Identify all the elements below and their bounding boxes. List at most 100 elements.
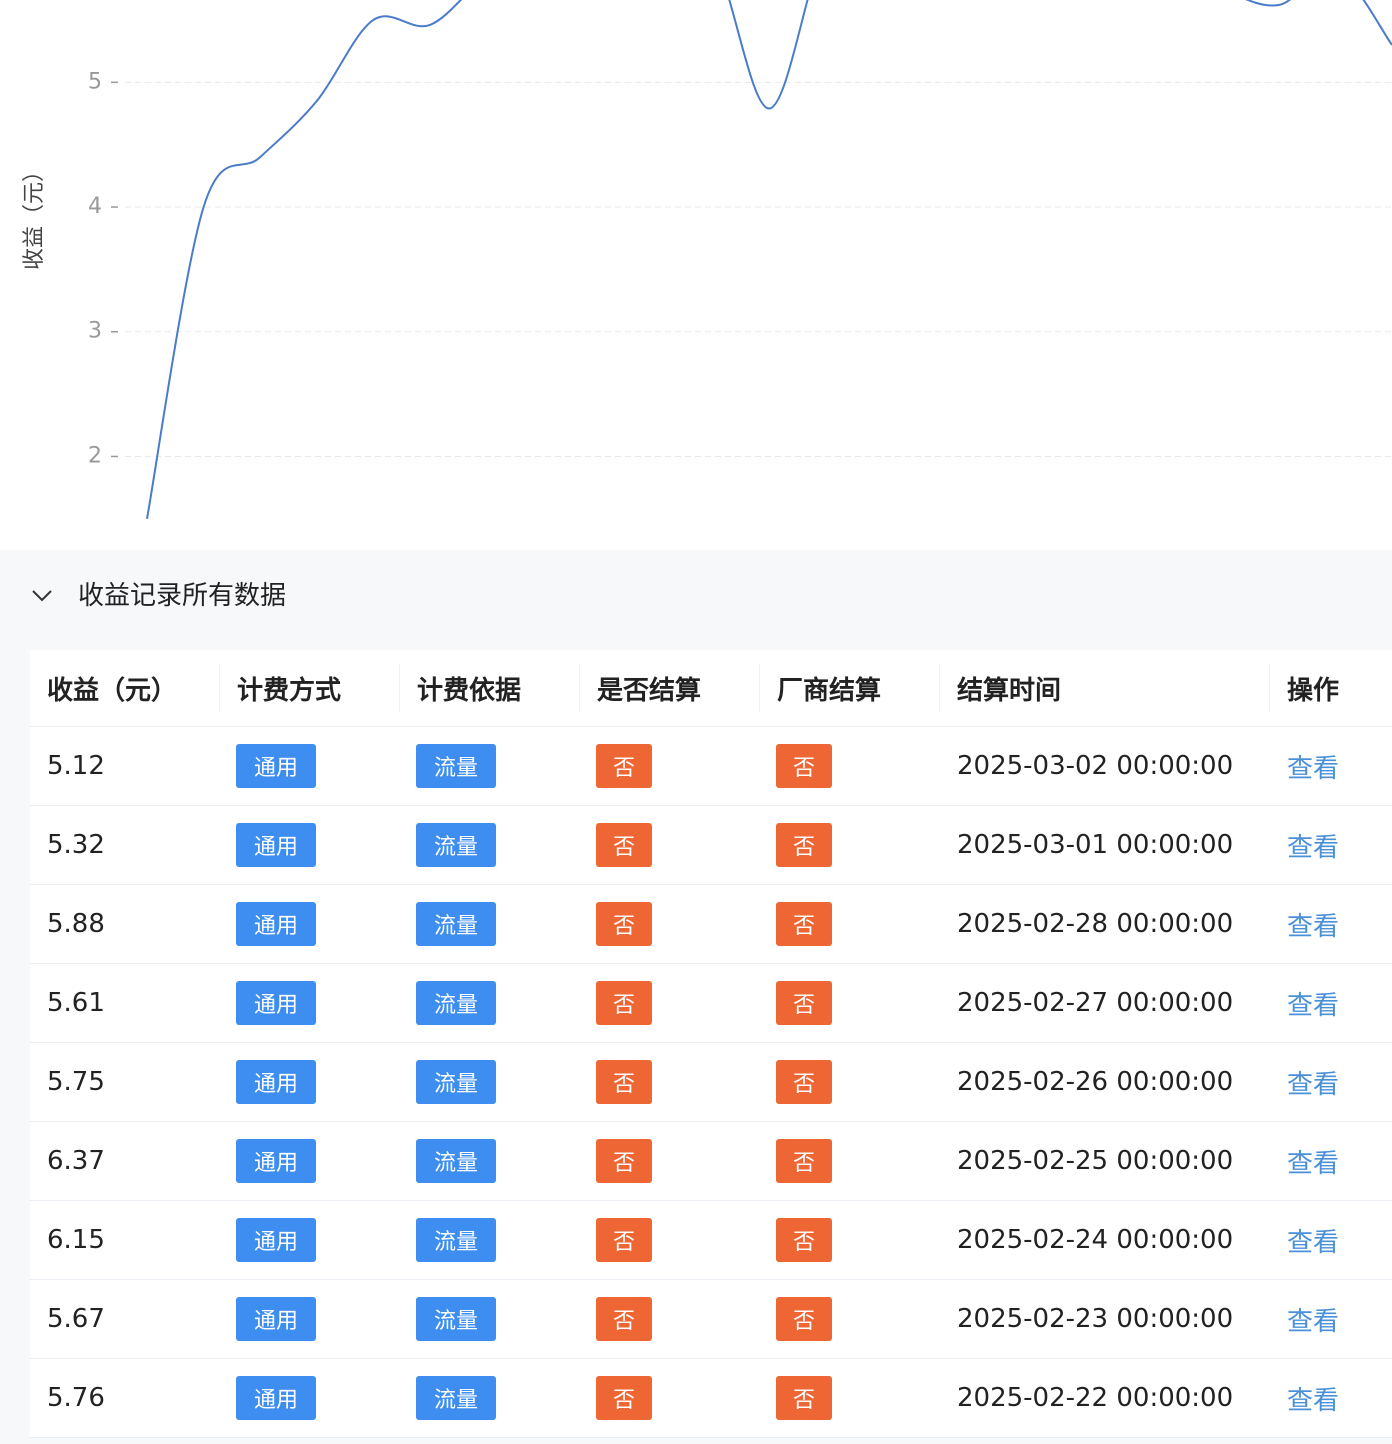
view-link[interactable]: 查看 (1287, 832, 1340, 863)
view-link[interactable]: 查看 (1287, 1148, 1340, 1179)
view-link[interactable]: 查看 (1287, 753, 1340, 784)
header-cell: 计费依据 (417, 675, 522, 706)
table-cell: 2025-02-22 00:00:00 (957, 1383, 1234, 1413)
table-cell: 通用 (236, 1280, 316, 1358)
table-cell: 流量 (416, 806, 496, 884)
status-tag: 否 (776, 744, 832, 788)
table-cell: 5.75 (47, 1067, 105, 1097)
table-cell: 查看 (1287, 727, 1339, 805)
header-cell: 是否结算 (597, 675, 702, 706)
table-cell: 查看 (1287, 1359, 1339, 1437)
view-link[interactable]: 查看 (1287, 911, 1340, 942)
table-cell: 否 (776, 1043, 832, 1121)
table-cell: 通用 (236, 727, 316, 805)
status-tag: 否 (596, 823, 652, 867)
column-separator (399, 664, 400, 712)
status-tag: 否 (776, 823, 832, 867)
header-cell: 操作 (1287, 675, 1340, 706)
table-cell: 流量 (416, 727, 496, 805)
table-cell: 查看 (1287, 806, 1339, 884)
table-cell: 2025-02-27 00:00:00 (957, 988, 1234, 1018)
table-cell: 5.32 (47, 830, 105, 860)
table-cell: 6.37 (47, 1146, 105, 1176)
y-tick-label: 4 (88, 194, 102, 219)
table-cell: 2025-02-25 00:00:00 (957, 1146, 1234, 1176)
type-tag: 流量 (416, 1376, 496, 1420)
status-tag: 否 (596, 902, 652, 946)
type-tag: 通用 (236, 1218, 316, 1262)
records-table: 收益（元） 计费方式 计费依据 是否结算 厂商结算 结算时间 操作 5.12 通用 流量否否 202… (30, 650, 1392, 1438)
header-cell: 计费方式 (237, 675, 342, 706)
section-title: 收益记录所有数据 (78, 581, 287, 611)
status-tag: 否 (596, 1139, 652, 1183)
view-link[interactable]: 查看 (1287, 1306, 1340, 1337)
column-separator (939, 664, 940, 712)
column-separator (219, 664, 220, 712)
table-row: 5.76 通用 流量 否 否 2025-02-22 00:00:00 查看 (30, 1359, 1392, 1438)
type-tag: 通用 (236, 902, 316, 946)
column-separator (1269, 664, 1270, 712)
table-cell: 否 (596, 806, 652, 884)
table-cell: 通用 (236, 964, 316, 1042)
table-cell: 2025-02-28 00:00:00 (957, 909, 1234, 939)
table-cell: 通用 (236, 885, 316, 963)
records-panel: 收益记录所有数据 收益（元） 计费方式 计费依据 是否结算 厂商结算 结算时间 操作 5.12… (0, 550, 1392, 1444)
view-link[interactable]: 查看 (1287, 1069, 1340, 1100)
table-row: 5.32 通用 流量 否 否 2025-03-01 00:00:00 查看 (30, 806, 1392, 885)
type-tag: 通用 (236, 981, 316, 1025)
table-cell: 否 (776, 1201, 832, 1279)
table-cell: 2025-03-01 00:00:00 (957, 830, 1234, 860)
status-tag: 否 (596, 1060, 652, 1104)
table-cell: 查看 (1287, 1201, 1339, 1279)
y-axis-label: 收益（元） (22, 160, 47, 270)
view-link[interactable]: 查看 (1287, 990, 1340, 1021)
table-cell: 查看 (1287, 964, 1339, 1042)
table-cell: 否 (776, 1122, 832, 1200)
status-tag: 否 (776, 1060, 832, 1104)
type-tag: 流量 (416, 981, 496, 1025)
table-cell: 否 (596, 1201, 652, 1279)
table-cell: 通用 (236, 1359, 316, 1437)
view-link[interactable]: 查看 (1287, 1385, 1340, 1416)
type-tag: 流量 (416, 1297, 496, 1341)
table-cell: 查看 (1287, 1043, 1339, 1121)
column-separator (579, 664, 580, 712)
table-cell: 否 (776, 806, 832, 884)
y-tick-label: 3 (88, 319, 102, 344)
table-cell: 通用 (236, 806, 316, 884)
table-cell: 2025-02-26 00:00:00 (957, 1067, 1234, 1097)
type-tag: 通用 (236, 1139, 316, 1183)
status-tag: 否 (596, 1376, 652, 1420)
collapse-icon[interactable] (30, 584, 54, 608)
type-tag: 通用 (236, 1060, 316, 1104)
status-tag: 否 (596, 981, 652, 1025)
status-tag: 否 (776, 1139, 832, 1183)
status-tag: 否 (776, 1218, 832, 1262)
type-tag: 通用 (236, 1297, 316, 1341)
type-tag: 流量 (416, 1139, 496, 1183)
status-tag: 否 (776, 1297, 832, 1341)
table-cell: 通用 (236, 1201, 316, 1279)
table-cell: 流量 (416, 1122, 496, 1200)
column-separator (759, 664, 760, 712)
table-cell: 流量 (416, 1201, 496, 1279)
table-cell: 5.88 (47, 909, 105, 939)
table-cell: 否 (596, 885, 652, 963)
table-cell: 否 (596, 727, 652, 805)
table-cell: 否 (596, 1280, 652, 1358)
y-tick-label: 5 (88, 69, 102, 94)
status-tag: 否 (776, 1376, 832, 1420)
table-cell: 2025-03-02 00:00:00 (957, 751, 1234, 781)
y-tick-label: 2 (88, 443, 102, 468)
type-tag: 通用 (236, 1376, 316, 1420)
table-row: 6.37 通用 流量 否 否 2025-02-25 00:00:00 查看 (30, 1122, 1392, 1201)
header-row: 收益（元） 计费方式 计费依据 是否结算 厂商结算 结算时间 操作 (30, 650, 1392, 727)
table-row: 5.88 通用 流量 否 否 2025-02-28 00:00:00 查看 (30, 885, 1392, 964)
status-tag: 否 (596, 744, 652, 788)
table-cell: 5.76 (47, 1383, 105, 1413)
table-cell: 流量 (416, 1043, 496, 1121)
table-cell: 6.15 (47, 1225, 105, 1255)
view-link[interactable]: 查看 (1287, 1227, 1340, 1258)
table-cell: 查看 (1287, 1280, 1339, 1358)
